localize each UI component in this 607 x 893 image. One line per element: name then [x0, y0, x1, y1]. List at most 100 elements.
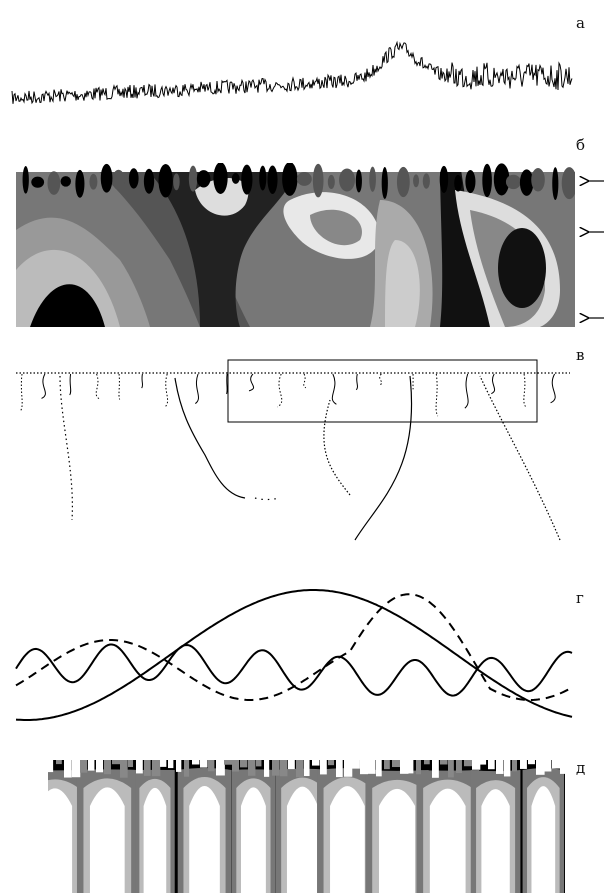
signal-line [12, 43, 572, 104]
fringe [560, 760, 569, 774]
blob [75, 170, 84, 198]
fringe [376, 760, 382, 776]
blob [562, 167, 577, 199]
tongue [189, 786, 220, 893]
skeleton [16, 360, 570, 540]
fringe [72, 760, 80, 777]
ridge [356, 374, 357, 390]
blob [482, 164, 492, 197]
blob [440, 166, 448, 193]
ridge [249, 374, 254, 391]
fringe [352, 760, 360, 769]
ridge [491, 374, 494, 394]
blob [197, 170, 211, 187]
blob [369, 167, 376, 192]
blob [297, 172, 312, 186]
blob [465, 170, 475, 193]
fringe [440, 760, 448, 764]
blob [61, 176, 71, 187]
fringe [232, 760, 239, 772]
blob [382, 167, 388, 199]
fringe [112, 760, 120, 764]
tongue [90, 787, 125, 893]
blob [531, 168, 545, 191]
curve [16, 594, 572, 700]
blob [173, 173, 180, 190]
fringe [432, 760, 439, 778]
blob [213, 162, 227, 194]
blob [232, 173, 240, 184]
blob [313, 164, 324, 198]
blob [47, 171, 60, 195]
fringe [144, 760, 151, 776]
blob [282, 162, 297, 196]
fringe [456, 760, 462, 773]
tongue [379, 789, 415, 893]
tongue [144, 788, 167, 893]
ridge [465, 374, 468, 408]
fringe [528, 760, 535, 764]
tongue [330, 786, 365, 893]
fringe [184, 760, 189, 777]
ridge [436, 374, 438, 416]
fringe [552, 760, 560, 768]
fringe [384, 760, 390, 769]
fringe [208, 760, 214, 771]
ridge [277, 374, 281, 407]
ridge [70, 374, 71, 395]
fringe [488, 760, 495, 769]
tongue [481, 789, 509, 893]
fringe [200, 760, 207, 768]
fringe [152, 760, 160, 776]
tongue [241, 787, 266, 893]
blob [189, 166, 197, 192]
fringe [328, 760, 334, 765]
tongue [430, 789, 466, 893]
blob [101, 164, 113, 193]
curves [16, 590, 572, 720]
blob [144, 169, 154, 194]
blob [112, 170, 124, 190]
fringe [536, 760, 545, 775]
fringe [104, 760, 111, 774]
fringe [496, 760, 504, 774]
fringe [392, 760, 400, 767]
fringe [88, 760, 94, 771]
fringe [512, 760, 517, 771]
ridge [227, 374, 228, 394]
blob [129, 168, 139, 188]
fringe [448, 760, 454, 777]
fringe [544, 760, 551, 771]
fringe [80, 760, 87, 773]
fringe [304, 760, 310, 776]
blob [268, 165, 278, 193]
wavelet-map [16, 162, 577, 327]
ridge [119, 374, 120, 400]
ridge [551, 374, 556, 403]
blob [413, 174, 419, 187]
fringe [312, 760, 319, 766]
fringe [360, 760, 368, 774]
fringe [408, 760, 413, 773]
panel-label: б [576, 136, 585, 154]
blob [159, 164, 173, 198]
ridge [21, 374, 22, 410]
fringe [240, 760, 247, 767]
blob [520, 169, 533, 196]
fringe [400, 760, 408, 774]
blob [23, 166, 29, 194]
fringe [128, 760, 133, 767]
blob [454, 175, 462, 192]
fringe [248, 760, 255, 776]
blob [397, 167, 410, 197]
fringe [56, 760, 62, 764]
fringe [176, 760, 181, 772]
fringe [480, 760, 486, 765]
panel-label: г [576, 589, 584, 607]
ridge [304, 374, 306, 388]
fringe [272, 760, 280, 776]
fringe [96, 760, 103, 772]
fringe [192, 760, 199, 764]
fringe [520, 760, 527, 769]
fringe [320, 760, 327, 774]
